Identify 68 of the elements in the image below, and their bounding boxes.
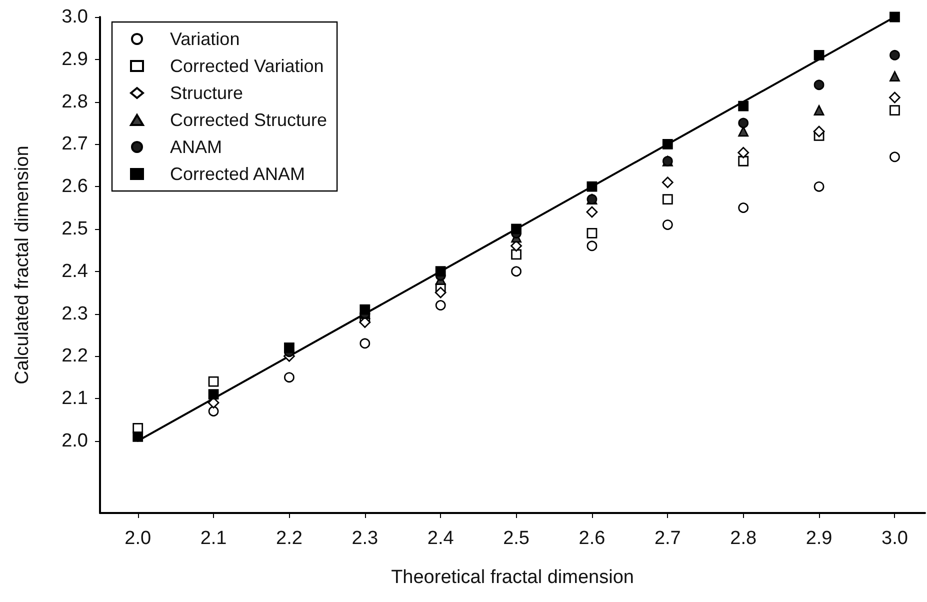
y-tick-label: 2.7 — [62, 134, 88, 155]
y-tick-label: 2.5 — [62, 218, 88, 240]
x-tick-label: 2.6 — [578, 528, 606, 549]
point — [208, 389, 219, 400]
point — [511, 249, 522, 260]
y-tick-label: 2.8 — [62, 91, 88, 112]
point — [511, 266, 522, 277]
x-tick-label: 2.8 — [730, 528, 757, 549]
y-tick-label: 2.4 — [62, 260, 88, 282]
x-tick-label: 2.0 — [124, 528, 152, 549]
point — [586, 240, 598, 252]
point — [738, 156, 749, 166]
legend-label: Corrected ANAM — [170, 164, 306, 184]
point — [890, 105, 900, 116]
point — [814, 80, 824, 90]
y-tick-label: 3.0 — [62, 6, 88, 28]
y-tick-label: 2.9 — [62, 48, 88, 70]
x-axis-title: Theoretical fractal dimension — [391, 567, 634, 588]
legend-label: Corrected Structure — [170, 110, 328, 130]
point — [284, 372, 294, 383]
legend-label: Variation — [170, 29, 240, 49]
point — [511, 224, 522, 234]
point — [890, 71, 900, 82]
y-tick-label: 2.6 — [62, 176, 88, 198]
point — [208, 376, 219, 387]
point — [208, 406, 219, 416]
y-tick-label: 2.3 — [62, 303, 88, 324]
point — [132, 431, 144, 442]
x-tick-label: 2.2 — [276, 528, 302, 549]
x-tick-label: 2.4 — [427, 528, 454, 549]
point — [662, 176, 674, 188]
y-tick-label: 2.0 — [62, 430, 88, 452]
point — [435, 266, 446, 277]
point — [284, 342, 294, 353]
point — [738, 146, 750, 158]
x-tick-label: 2.7 — [654, 528, 681, 549]
point — [889, 92, 900, 104]
point — [662, 220, 673, 230]
x-tick-label: 2.5 — [503, 528, 530, 549]
point — [738, 118, 749, 128]
point — [586, 206, 598, 218]
point — [434, 286, 446, 298]
x-tick-label: 2.9 — [806, 528, 832, 549]
y-axis-title: Calculated fractal dimension — [12, 146, 33, 384]
point — [738, 100, 749, 112]
point — [814, 181, 824, 192]
point — [813, 126, 825, 138]
x-tick-label: 3.0 — [882, 528, 908, 549]
point — [662, 138, 673, 150]
y-tick-label: 2.1 — [62, 388, 88, 410]
x-tick-label: 2.1 — [200, 528, 227, 549]
legend-label: Structure — [170, 83, 244, 103]
legend-label: Corrected Variation — [170, 56, 324, 76]
point — [814, 50, 824, 60]
point — [360, 338, 370, 349]
point — [738, 202, 749, 213]
point — [662, 194, 673, 204]
point — [360, 304, 370, 315]
point — [435, 300, 446, 310]
point — [890, 12, 900, 22]
point — [586, 228, 598, 238]
point — [814, 105, 824, 116]
point — [586, 181, 598, 192]
point — [890, 152, 900, 162]
legend-label: ANAM — [170, 137, 222, 157]
point — [890, 50, 900, 60]
x-tick-label: 2.3 — [352, 528, 378, 549]
y-tick-label: 2.2 — [62, 346, 88, 367]
